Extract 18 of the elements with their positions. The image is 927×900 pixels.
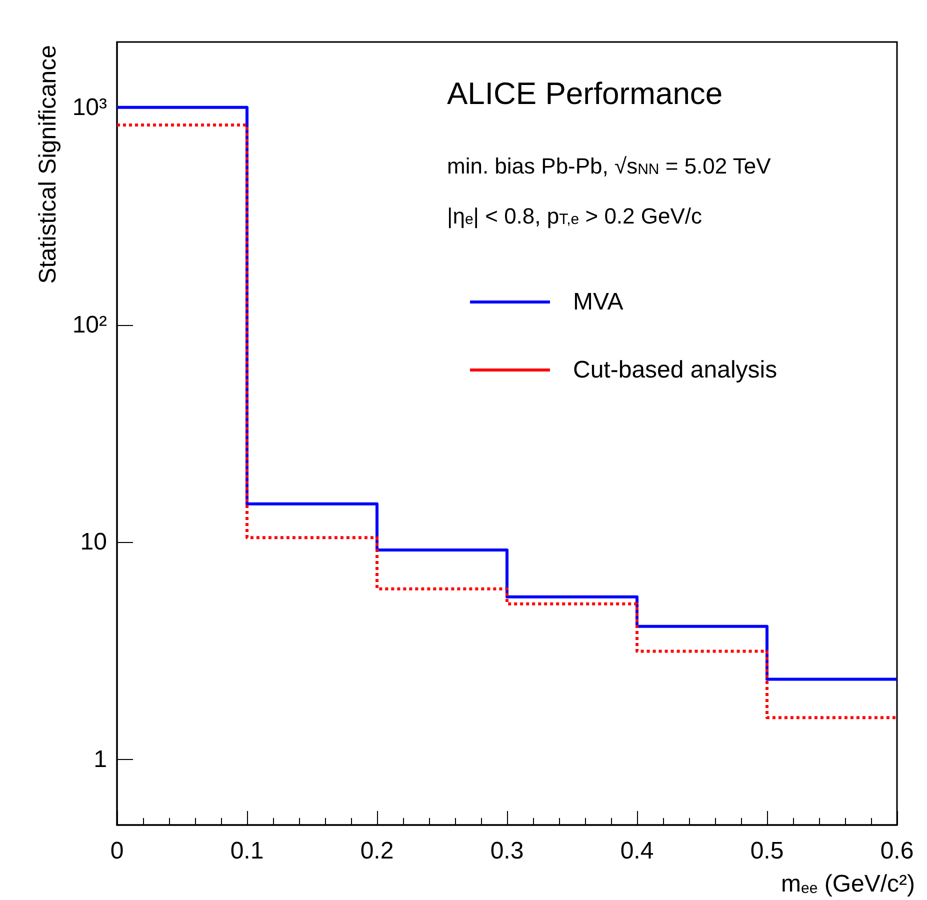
annotation: |ηe| < 0.8, pT,e > 0.2 GeV/c <box>447 204 702 228</box>
legend-label: MVA <box>573 288 624 316</box>
x-tick-label: 0.2 <box>360 838 394 864</box>
x-tick-label: 0.4 <box>620 838 654 864</box>
x-tick-label: 0.1 <box>230 838 264 864</box>
y-tick-label: 10³ <box>72 94 108 121</box>
legend-label: Cut-based analysis <box>573 356 778 384</box>
y-axis-title: Statistical Significance <box>34 45 62 284</box>
x-axis-title: mee (GeV/c²) <box>780 870 916 898</box>
x-tick-label: 0.3 <box>490 838 524 864</box>
x-tick-label: 0.5 <box>750 838 784 864</box>
annotation: ALICE Performance <box>447 76 723 111</box>
x-tick-label: 0 <box>110 838 124 864</box>
y-tick-label: 10 <box>80 528 107 556</box>
x-tick-label: 0.6 <box>880 838 914 864</box>
y-tick-label: 10² <box>72 311 108 338</box>
y-tick-label: 1 <box>94 746 107 774</box>
annotation: min. bias Pb-Pb, √sNN = 5.02 TeV <box>447 154 772 178</box>
